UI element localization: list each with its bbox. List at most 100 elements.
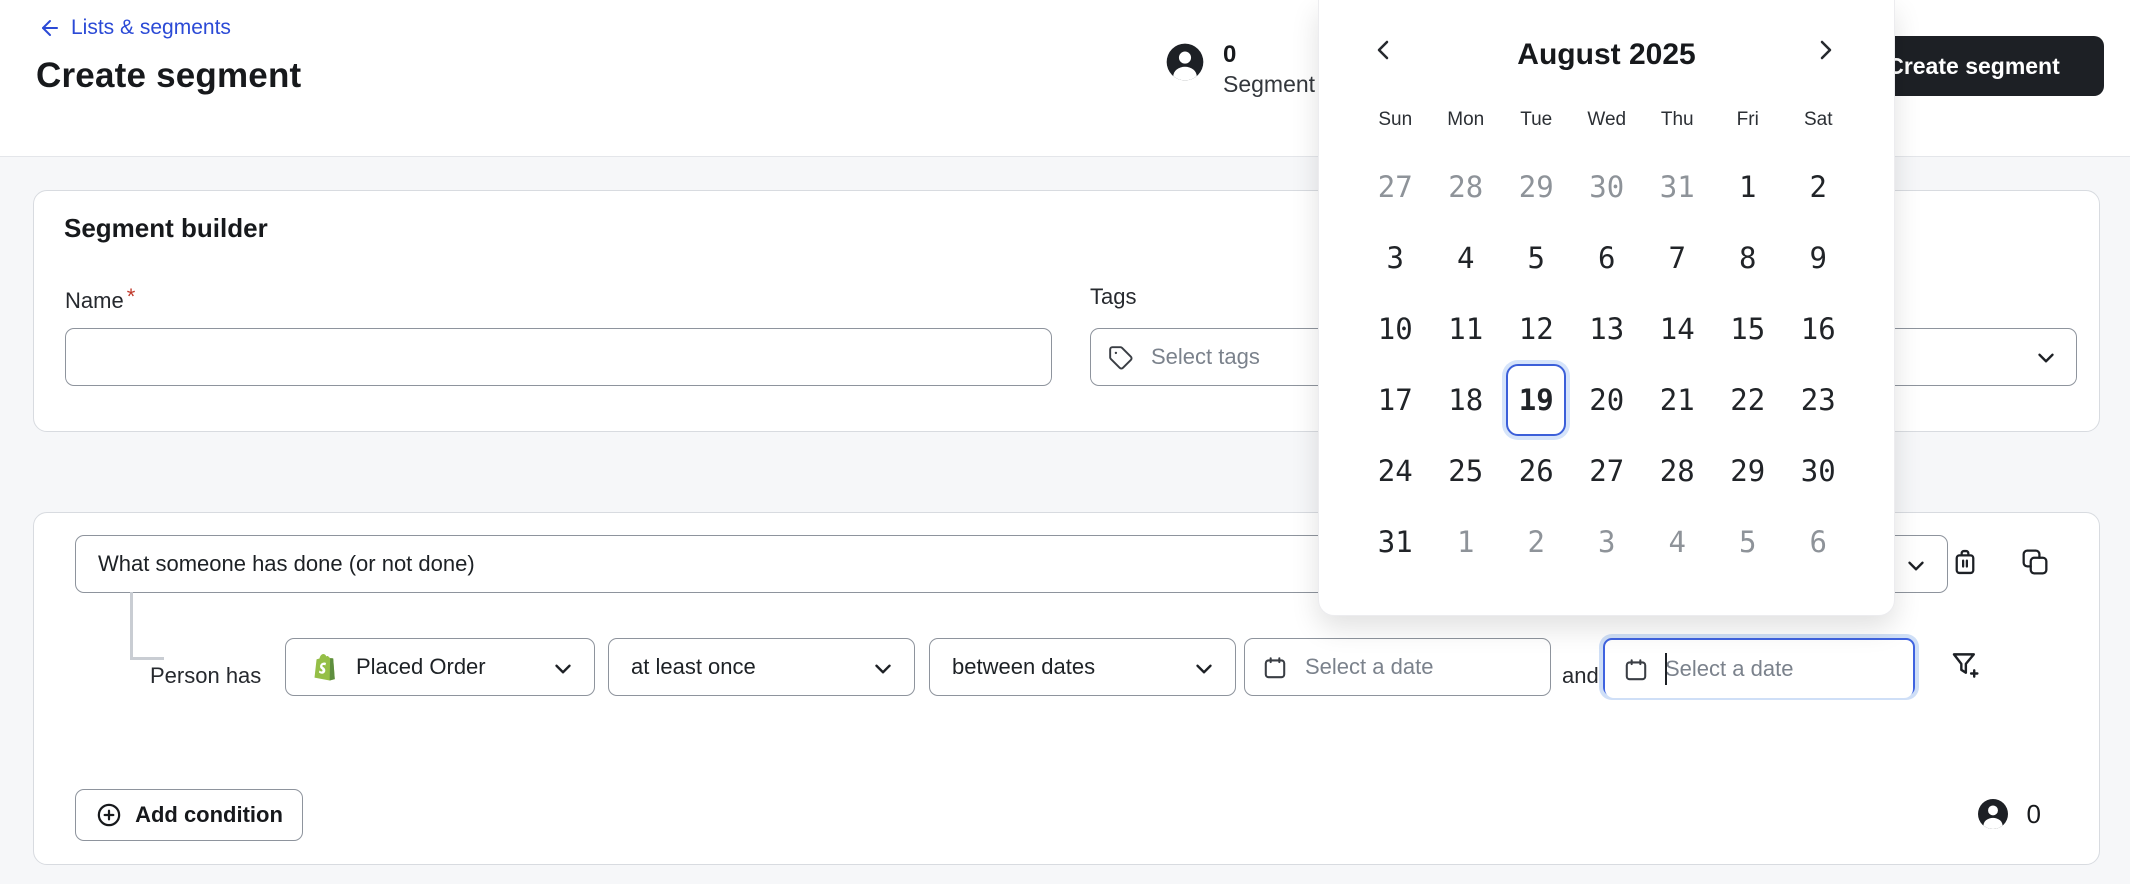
calendar-day[interactable]: 30 bbox=[1589, 169, 1625, 204]
back-to-lists-link[interactable]: Lists & segments bbox=[38, 16, 231, 40]
delete-condition-button[interactable] bbox=[1949, 546, 1981, 578]
member-count: 0 bbox=[2026, 798, 2041, 829]
calendar-day[interactable]: 19 bbox=[1501, 363, 1572, 436]
calendar-day[interactable]: 10 bbox=[1377, 311, 1413, 346]
calendar-day[interactable]: 28 bbox=[1659, 453, 1695, 488]
start-date-field bbox=[1244, 638, 1551, 696]
calendar-day-name: Sun bbox=[1378, 109, 1413, 130]
calendar-day[interactable]: 1 bbox=[1457, 524, 1475, 559]
calendar-day[interactable]: 9 bbox=[1809, 240, 1827, 275]
name-field-label: Name * bbox=[65, 284, 136, 313]
calendar-day[interactable]: 29 bbox=[1730, 453, 1766, 488]
calendar-day[interactable]: 21 bbox=[1659, 382, 1695, 417]
calendar-day[interactable]: 27 bbox=[1589, 453, 1625, 488]
calendar-day[interactable]: 6 bbox=[1809, 524, 1827, 559]
frequency-value: at least once bbox=[631, 654, 756, 679]
add-condition-label: Add condition bbox=[135, 802, 283, 827]
avatar-icon bbox=[1975, 796, 2011, 832]
start-date-input[interactable] bbox=[1244, 638, 1551, 696]
calendar-day[interactable]: 7 bbox=[1668, 240, 1686, 275]
avatar-icon bbox=[1163, 40, 1207, 100]
page-title: Create segment bbox=[36, 56, 302, 95]
chevron-down-icon bbox=[1903, 553, 1929, 579]
calendar-day[interactable]: 17 bbox=[1377, 382, 1413, 417]
end-date-input[interactable] bbox=[1605, 640, 1913, 698]
chevron-down-icon bbox=[550, 656, 576, 682]
segment-profile-stat: 0 Segment p bbox=[1163, 40, 1334, 100]
metric-value: Placed Order bbox=[356, 654, 486, 679]
profile-count: 0 bbox=[1223, 41, 1237, 68]
calendar-day-name: Sat bbox=[1803, 109, 1833, 130]
profile-count-label: Segment p bbox=[1223, 71, 1335, 97]
tags-field-label: Tags bbox=[1090, 284, 1137, 309]
chevron-down-icon bbox=[1191, 656, 1217, 682]
segment-name-input[interactable] bbox=[65, 328, 1052, 386]
calendar-day[interactable]: 6 bbox=[1598, 240, 1616, 275]
calendar-day[interactable]: 31 bbox=[1377, 524, 1413, 559]
segment-builder-heading: Segment builder bbox=[64, 213, 268, 243]
calendar-day[interactable]: 28 bbox=[1448, 169, 1484, 204]
end-date-field bbox=[1603, 638, 1915, 698]
and-label: and bbox=[1562, 663, 1599, 688]
next-month-button[interactable] bbox=[1810, 32, 1846, 68]
timeframe-value: between dates bbox=[952, 654, 1096, 679]
calendar-month-title: August 2025 bbox=[1517, 38, 1696, 71]
calendar-day[interactable]: 14 bbox=[1659, 311, 1695, 346]
calendar-day-name: Mon bbox=[1447, 109, 1485, 130]
funnel-plus-icon bbox=[1949, 648, 1983, 682]
calendar-day[interactable]: 15 bbox=[1730, 311, 1766, 346]
text-cursor bbox=[1665, 653, 1667, 685]
calendar-day[interactable]: 11 bbox=[1448, 311, 1484, 346]
filter-condition-button[interactable] bbox=[1949, 648, 1983, 682]
arrow-left-icon bbox=[38, 16, 62, 40]
calendar-day[interactable]: 5 bbox=[1739, 524, 1757, 559]
calendar-day[interactable]: 3 bbox=[1386, 240, 1404, 275]
calendar-day-name: Fri bbox=[1736, 109, 1759, 130]
plus-circle-icon bbox=[95, 801, 123, 829]
calendar-grid: 27 28 29 30 31 1 2 3 4 5 6 7 8 9 10 11 12 13 14 15 16 17 18 19 2… bbox=[1360, 151, 1854, 577]
calendar-day[interactable]: 18 bbox=[1448, 382, 1484, 417]
calendar-day[interactable]: 30 bbox=[1800, 453, 1836, 488]
calendar-day-names: Sun Mon Tue Wed Thu Fri Sat bbox=[1360, 100, 1854, 140]
copy-icon bbox=[2019, 546, 2051, 578]
calendar-day[interactable]: 2 bbox=[1527, 524, 1545, 559]
calendar-day[interactable]: 2 bbox=[1809, 169, 1827, 204]
segment-member-stat: 0 bbox=[1975, 796, 2041, 832]
chevron-left-icon bbox=[1367, 34, 1403, 66]
duplicate-condition-button[interactable] bbox=[2019, 546, 2051, 578]
calendar-day[interactable]: 29 bbox=[1518, 169, 1554, 204]
previous-month-button[interactable] bbox=[1367, 32, 1403, 68]
frequency-dropdown[interactable]: at least once bbox=[608, 638, 915, 696]
calendar-day[interactable]: 12 bbox=[1518, 311, 1554, 346]
chevron-down-icon bbox=[870, 656, 896, 682]
calendar-day[interactable]: 16 bbox=[1800, 311, 1836, 346]
calendar-day[interactable]: 4 bbox=[1668, 524, 1686, 559]
condition-connector-line bbox=[130, 592, 133, 660]
calendar-day[interactable]: 22 bbox=[1730, 382, 1766, 417]
calendar-day[interactable]: 27 bbox=[1377, 169, 1413, 204]
calendar-day[interactable]: 3 bbox=[1598, 524, 1616, 559]
calendar-day[interactable]: 5 bbox=[1527, 240, 1545, 275]
add-condition-button[interactable]: Add condition bbox=[75, 789, 303, 841]
calendar-day[interactable]: 13 bbox=[1589, 311, 1625, 346]
calendar-day-name: Wed bbox=[1587, 109, 1627, 130]
trash-icon bbox=[1949, 546, 1981, 578]
calendar-day[interactable]: 24 bbox=[1377, 453, 1413, 488]
calendar-day[interactable]: 1 bbox=[1739, 169, 1757, 204]
timeframe-dropdown[interactable]: between dates bbox=[929, 638, 1236, 696]
calendar-day[interactable]: 26 bbox=[1518, 453, 1554, 488]
condition-connector-elbow bbox=[130, 657, 164, 660]
back-link-label: Lists & segments bbox=[71, 16, 231, 39]
calendar-day[interactable]: 8 bbox=[1739, 240, 1757, 275]
calendar-day[interactable]: 31 bbox=[1659, 169, 1695, 204]
metric-dropdown[interactable]: Placed Order bbox=[285, 638, 595, 696]
calendar-day[interactable]: 23 bbox=[1800, 382, 1836, 417]
person-has-label: Person has bbox=[150, 663, 262, 688]
calendar-day[interactable]: 25 bbox=[1448, 453, 1484, 488]
calendar-day-name: Thu bbox=[1660, 109, 1694, 130]
calendar-day[interactable]: 4 bbox=[1457, 240, 1475, 275]
shopify-icon bbox=[308, 650, 342, 684]
calendar-day[interactable]: 20 bbox=[1589, 382, 1625, 417]
condition-type-value: What someone has done (or not done) bbox=[98, 551, 475, 576]
